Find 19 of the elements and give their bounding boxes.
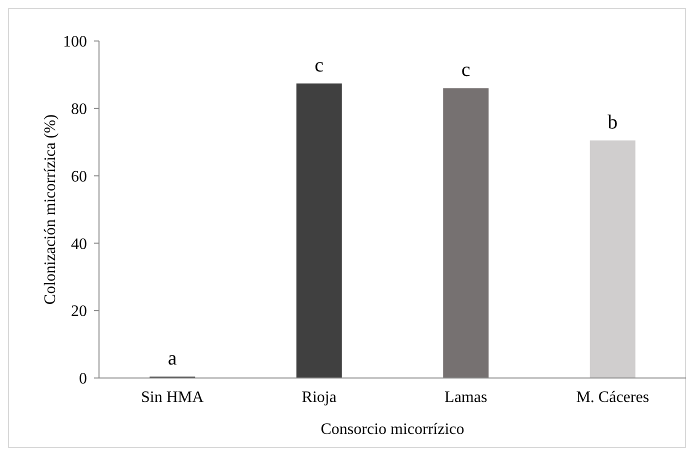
annotation: c bbox=[461, 59, 470, 82]
x-axis-title: Consorcio micorrízico bbox=[320, 421, 464, 438]
y-axis-title: Colonización micorrízica (%) bbox=[42, 114, 59, 305]
y-tick-label: 0 bbox=[79, 370, 87, 388]
y-tick-label: 100 bbox=[63, 34, 87, 51]
y-tick-label: 20 bbox=[71, 303, 87, 320]
annotation: b bbox=[608, 111, 618, 134]
y-tick-label: 80 bbox=[71, 101, 87, 118]
x-tick-label: Sin HMA bbox=[141, 389, 204, 406]
x-tick-label: Rioja bbox=[302, 389, 336, 406]
x-tick-label: Lamas bbox=[444, 389, 488, 406]
bar bbox=[296, 83, 342, 378]
y-tick-label: 40 bbox=[71, 236, 87, 253]
x-tick-label: M. Cáceres bbox=[576, 389, 650, 406]
y-tick-label: 60 bbox=[71, 168, 87, 186]
annotation: a bbox=[168, 348, 177, 370]
annotation: c bbox=[314, 54, 324, 76]
bar bbox=[443, 88, 489, 378]
bar bbox=[590, 140, 636, 378]
